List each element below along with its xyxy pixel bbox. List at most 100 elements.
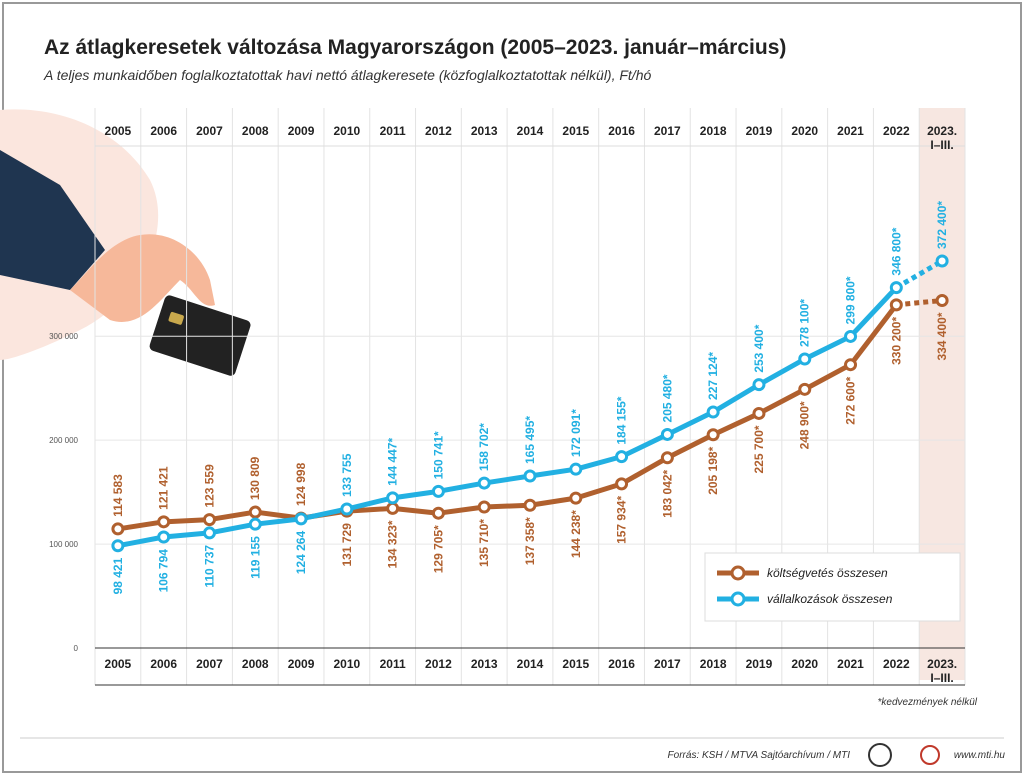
data-label: 144 238* [569,510,583,558]
x-tick-label: 2016 [608,657,635,671]
data-label: 346 800* [889,227,903,275]
data-point [386,501,400,515]
data-label: 253 400* [752,324,766,372]
x-tick-label: 2018 [699,124,727,138]
data-point [615,477,629,491]
legend-swatch [730,565,746,581]
data-label: 272 600* [844,376,858,424]
x-tick-label: 2005 [104,657,132,671]
data-point [157,515,171,529]
footnote: *kedvezmények nélkül [878,697,978,708]
data-point [706,405,720,419]
x-tick-label: 2012 [425,124,452,138]
x-tick-label: 2007 [196,657,223,671]
hand [70,234,215,322]
data-label: 205 480* [660,374,674,422]
x-tick-label: 2008 [241,124,269,138]
data-label: 98 421 [111,557,125,594]
data-label: 124 264 [294,531,308,575]
x-tick-label: 2013 [470,657,498,671]
data-label: 134 323* [386,520,400,568]
data-point [477,500,491,514]
data-point [660,451,674,465]
x-tick-label: 2023. I–III. [927,657,958,685]
data-point [111,539,125,553]
x-tick-label: 2017 [654,657,681,671]
data-point [523,498,537,512]
data-point [523,469,537,483]
y-tick-label: 200 000 [49,436,78,445]
data-label: 123 559 [202,464,216,508]
data-point [798,352,812,366]
x-tick-label: 2021 [837,657,864,671]
x-tick-label: 2014 [516,657,544,671]
data-point [569,462,583,476]
data-label: 144 447* [386,438,400,486]
data-label: 225 700* [752,425,766,473]
data-point [844,329,858,343]
data-point [294,512,308,526]
x-tick-label: 2018 [699,657,727,671]
data-point [889,281,903,295]
data-label: 135 710* [477,519,491,567]
x-tick-label: 2019 [745,124,773,138]
data-point [157,530,171,544]
data-point [477,476,491,490]
data-label: 372 400* [935,201,949,249]
data-label: 205 198* [706,446,720,494]
data-label: 133 755 [340,453,354,497]
data-label: 114 583 [111,474,125,517]
data-label: 150 741* [431,431,445,479]
legend-box [704,552,961,622]
card-body [149,295,251,376]
data-label: 121 421 [157,466,171,510]
series-line [896,297,943,308]
x-tick-label: 2015 [562,657,590,671]
data-point [340,502,354,516]
data-point [889,298,903,312]
logo [868,743,892,767]
x-tick-label: 2006 [150,124,178,138]
data-point [202,526,216,540]
x-tick-label: 2006 [150,657,178,671]
data-point [202,513,216,527]
x-tick-label: 2021 [837,124,864,138]
logo [920,745,940,765]
legend-label: vállalkozások összesen [767,592,893,606]
x-tick-label: 2014 [516,124,544,138]
data-point [660,427,674,441]
x-tick-label: 2019 [745,657,773,671]
data-label: 184 155* [615,396,629,444]
x-tick-label: 2010 [333,657,361,671]
data-point [248,505,262,519]
data-label: 158 702* [477,423,491,471]
data-point [615,450,629,464]
x-tick-label: 2020 [791,657,819,671]
x-tick-label: 2012 [425,657,452,671]
data-label: 119 155 [248,536,262,579]
x-tick-label: 2015 [562,124,590,138]
legend-label: költségvetés összesen [767,566,888,580]
source: Forrás: KSH / MTVA Sajtóarchívum / MTI [668,750,851,761]
chart-subtitle: A teljes munkaidőben foglalkoztatottak h… [43,67,651,83]
card [149,295,251,376]
x-tick-label: 2007 [196,124,223,138]
data-point [569,491,583,505]
data-point [386,491,400,505]
x-tick-label: 2010 [333,124,361,138]
data-label: 248 900* [798,401,812,449]
x-tick-label: 2005 [104,124,132,138]
x-tick-label: 2022 [882,124,910,138]
x-tick-label: 2020 [791,124,819,138]
data-point [844,358,858,372]
data-label: 106 794 [157,549,171,593]
data-label: 157 934* [615,496,629,544]
website: www.mti.hu [954,750,1006,761]
y-tick-label: 0 [74,644,79,653]
data-label: 130 809 [248,456,262,500]
legend-swatch [730,591,746,607]
chart-title: Az átlagkeresetek változása Magyarország… [44,36,786,59]
data-point [752,406,766,420]
